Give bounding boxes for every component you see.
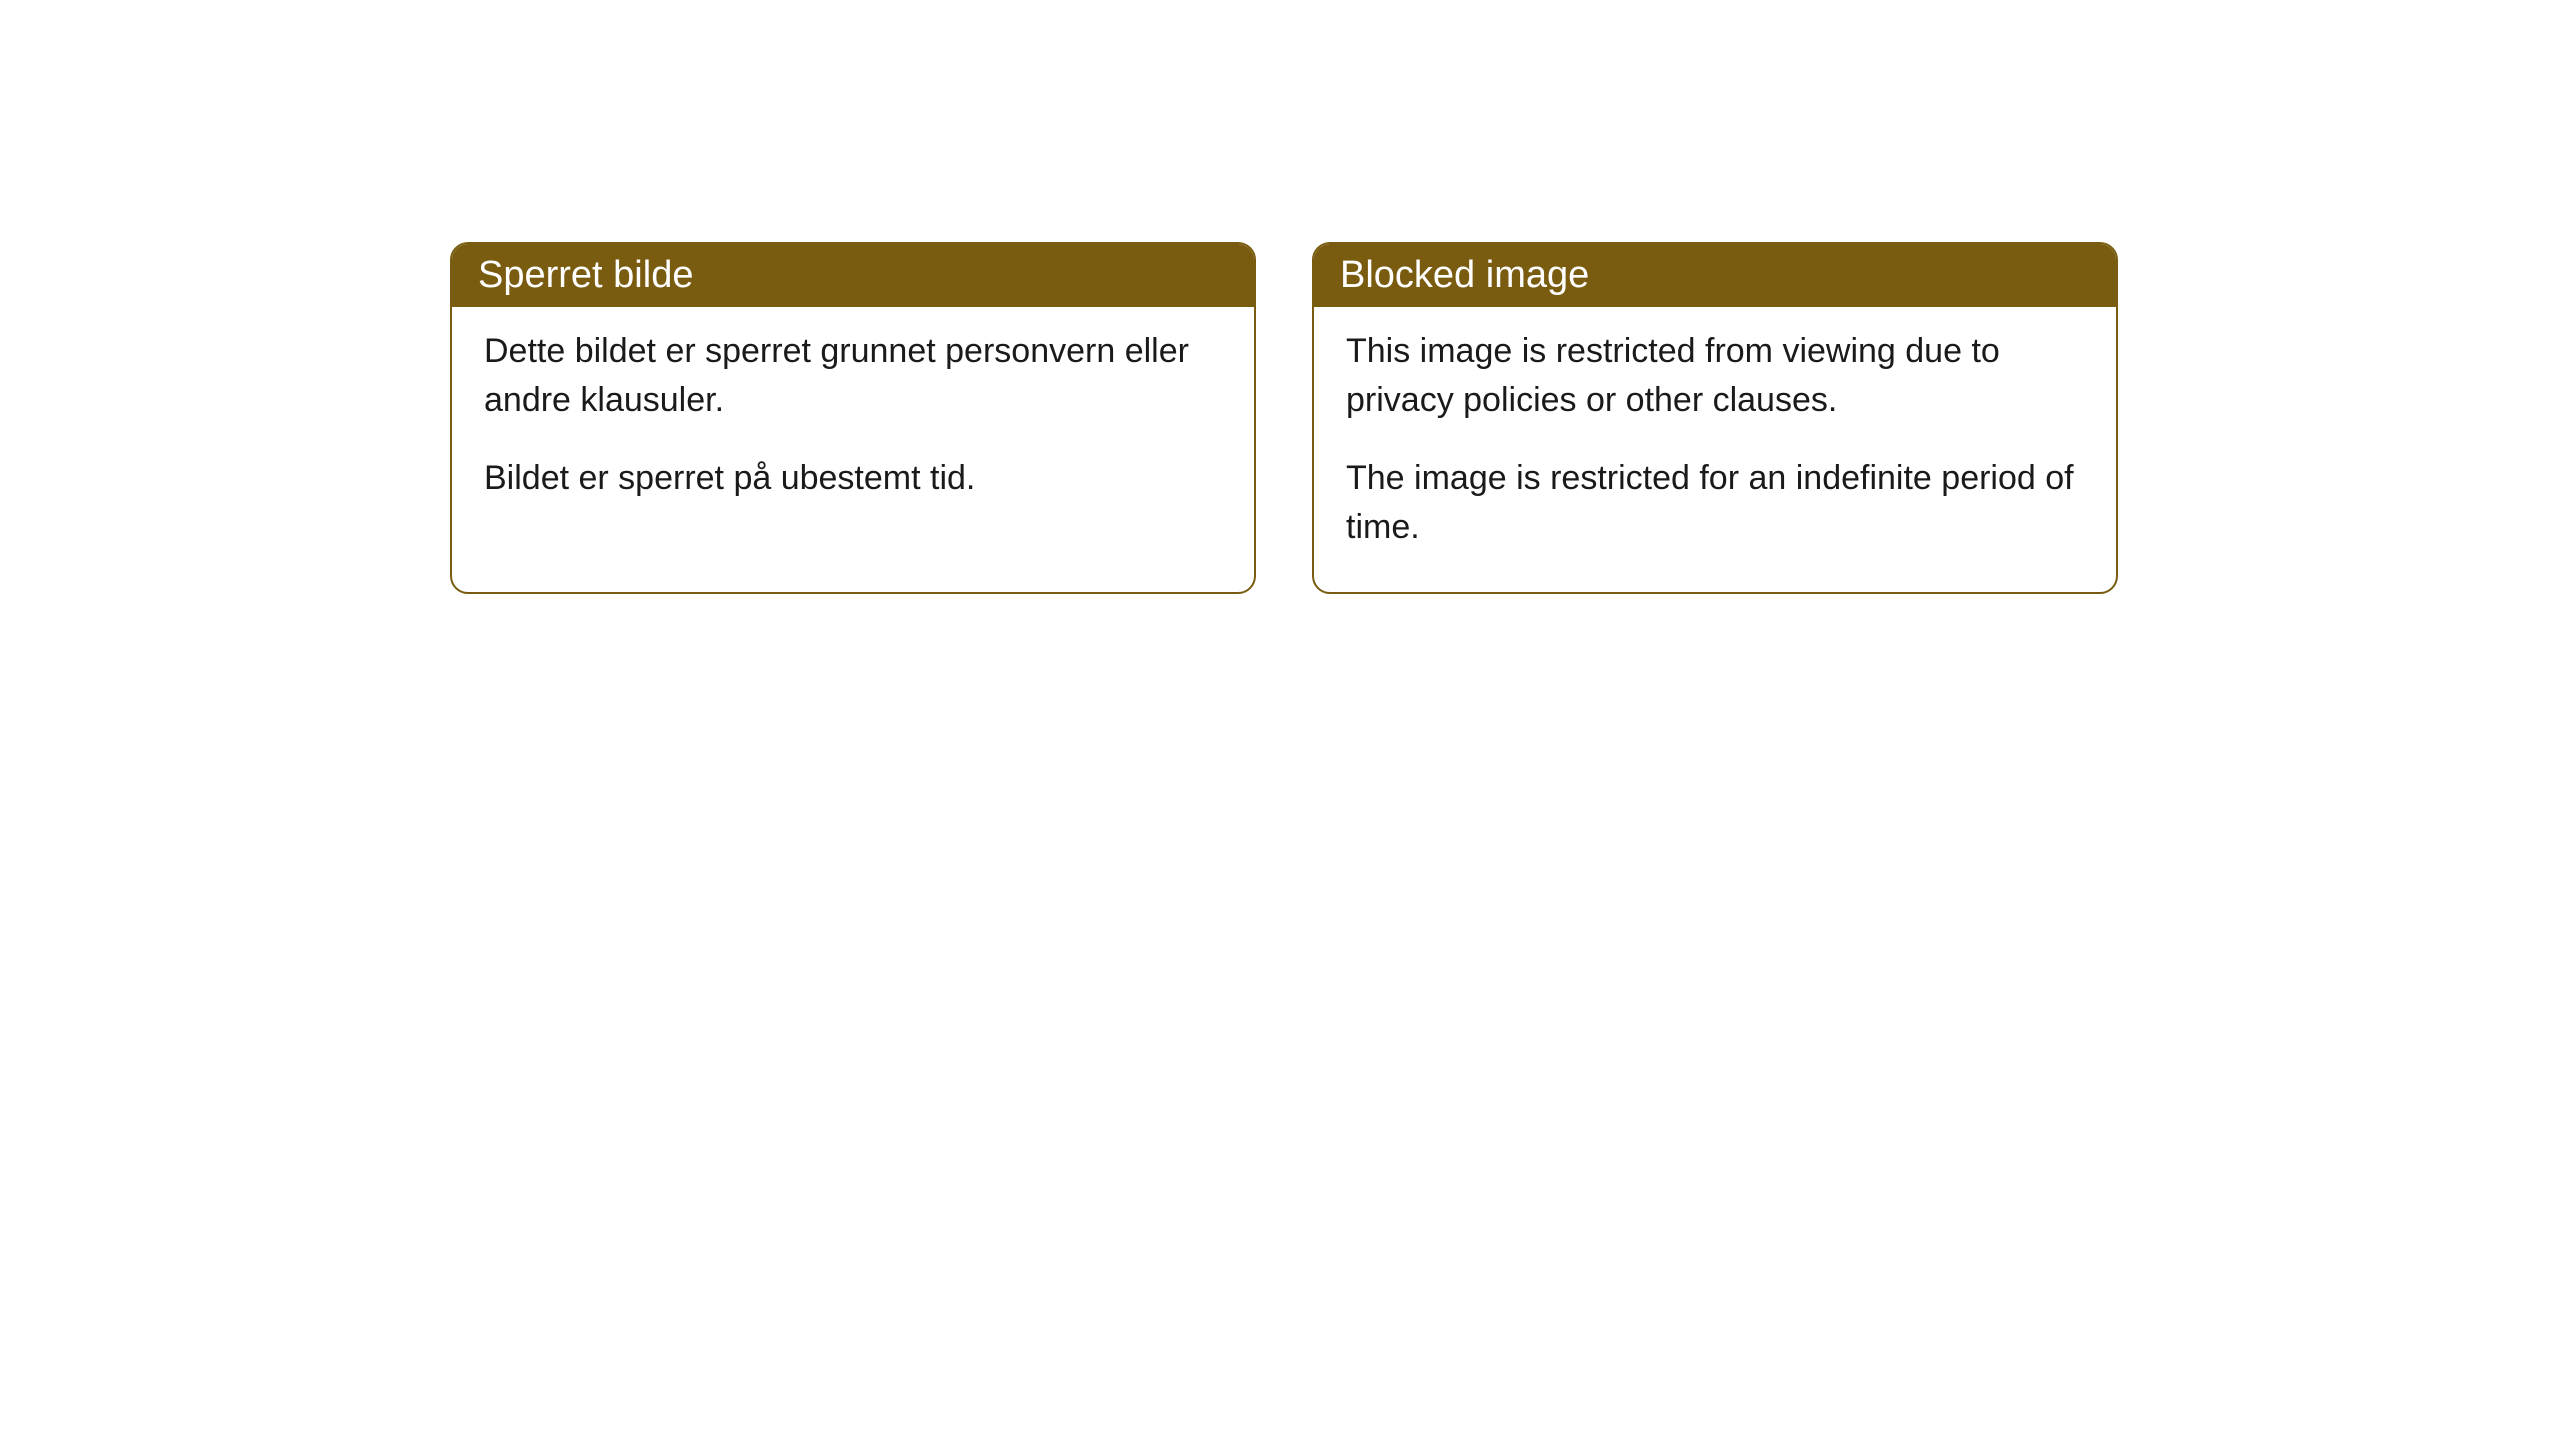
card-title: Sperret bilde: [478, 254, 693, 296]
card-paragraph: Bildet er sperret på ubestemt tid.: [484, 454, 1222, 503]
card-paragraph: Dette bildet er sperret grunnet personve…: [484, 327, 1222, 426]
card-body: This image is restricted from viewing du…: [1314, 307, 2116, 592]
notice-card-container: Sperret bilde Dette bildet er sperret gr…: [450, 242, 2118, 594]
card-title: Blocked image: [1340, 254, 1589, 296]
card-paragraph: This image is restricted from viewing du…: [1346, 327, 2084, 426]
notice-card-norwegian: Sperret bilde Dette bildet er sperret gr…: [450, 242, 1256, 594]
card-header: Sperret bilde: [452, 244, 1254, 307]
card-header: Blocked image: [1314, 244, 2116, 307]
card-paragraph: The image is restricted for an indefinit…: [1346, 454, 2084, 553]
card-body: Dette bildet er sperret grunnet personve…: [452, 307, 1254, 543]
notice-card-english: Blocked image This image is restricted f…: [1312, 242, 2118, 594]
